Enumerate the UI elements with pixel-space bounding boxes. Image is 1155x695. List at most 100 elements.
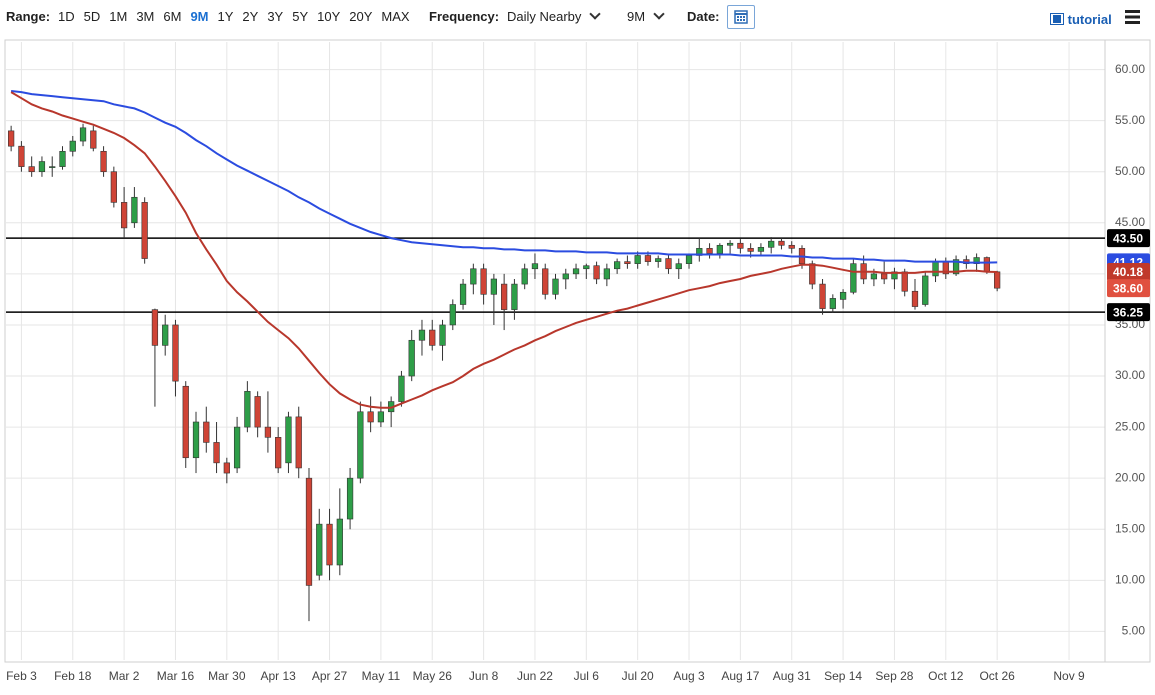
candle-body xyxy=(223,462,230,474)
range-button[interactable]: 3M xyxy=(136,9,155,24)
candle-body xyxy=(141,202,148,259)
x-tick-label: Aug 31 xyxy=(773,669,811,683)
candle-body xyxy=(131,196,138,224)
y-tick-label: 45.00 xyxy=(1115,215,1145,229)
y-tick-label: 30.00 xyxy=(1115,368,1145,382)
price-tag xyxy=(1107,229,1150,248)
candle-body xyxy=(983,257,991,273)
candle-body xyxy=(737,242,744,249)
candle-body xyxy=(994,271,1001,289)
x-tick-label: Aug 17 xyxy=(721,669,759,683)
candle-body xyxy=(449,304,456,326)
range-button[interactable]: 20Y xyxy=(349,9,373,24)
candle-body xyxy=(726,242,734,246)
candle-body xyxy=(398,375,405,402)
calendar-button[interactable] xyxy=(727,5,755,29)
candle-body xyxy=(100,150,107,173)
candle-body xyxy=(706,248,713,254)
x-tick-label: Sep 14 xyxy=(824,669,862,683)
candle-body xyxy=(305,477,313,586)
x-tick-label: Feb 18 xyxy=(54,669,92,683)
candle-body xyxy=(59,150,66,167)
y-tick-label: 20.00 xyxy=(1115,470,1145,484)
candle-body xyxy=(172,324,179,382)
menu-button[interactable] xyxy=(1125,10,1140,24)
candle-body xyxy=(49,166,56,168)
range-button[interactable]: 2Y xyxy=(242,9,259,24)
candle-body xyxy=(644,255,652,262)
candle-body xyxy=(614,261,621,270)
period-select[interactable]: 9M xyxy=(627,8,665,24)
candle-body xyxy=(192,421,200,459)
chart-frame xyxy=(4,39,1151,663)
price-tag-label: 40.18 xyxy=(1113,265,1143,279)
x-tick-label: Apr 13 xyxy=(261,669,297,683)
price-tag xyxy=(1107,303,1150,322)
candle-body xyxy=(233,426,241,469)
candle-body xyxy=(120,202,128,229)
range-button[interactable]: 5Y xyxy=(292,9,309,24)
candle-body xyxy=(655,258,662,262)
x-tick-label: Jul 20 xyxy=(622,669,654,683)
candle-body xyxy=(891,271,898,280)
x-tick-label: Mar 30 xyxy=(208,669,246,683)
candle-body xyxy=(624,261,631,264)
range-button[interactable]: 6M xyxy=(163,9,182,24)
candle-body xyxy=(511,283,518,310)
candle-body xyxy=(531,263,539,270)
price-tag-label: 36.25 xyxy=(1113,305,1143,319)
range-label: Range: xyxy=(6,9,51,24)
candle-body xyxy=(346,477,354,520)
candle-body xyxy=(28,166,35,173)
candle-body xyxy=(326,523,333,566)
range-button[interactable]: 10Y xyxy=(317,9,341,24)
frequency-select[interactable]: Daily Nearby xyxy=(507,8,602,24)
range-button[interactable]: 1D xyxy=(58,9,75,24)
candle-body xyxy=(572,268,580,275)
film-icon xyxy=(1050,13,1064,25)
candle-body xyxy=(809,263,816,285)
range-button[interactable]: 1Y xyxy=(217,9,234,24)
candle-body xyxy=(418,329,426,341)
y-tick-label: 10.00 xyxy=(1115,572,1145,586)
y-tick-label: 5.00 xyxy=(1122,624,1146,638)
x-tick-label: Nov 9 xyxy=(1053,669,1085,683)
x-tick-label: May 26 xyxy=(413,669,453,683)
candle-body xyxy=(8,130,15,147)
range-button[interactable]: MAX xyxy=(381,9,410,24)
candle-body xyxy=(408,339,415,377)
candle-body xyxy=(788,244,795,249)
calendar-icon xyxy=(734,10,748,24)
candle-body xyxy=(203,421,210,443)
candle-body xyxy=(901,271,908,292)
y-tick-label: 25.00 xyxy=(1115,419,1145,433)
candle-body xyxy=(480,268,487,295)
candle-body xyxy=(881,273,888,280)
candle-body xyxy=(501,283,508,310)
candle-body xyxy=(357,411,364,479)
candle-body xyxy=(470,268,477,285)
tutorial-link[interactable]: tutorial xyxy=(1050,12,1112,27)
candle-body xyxy=(768,240,775,248)
x-tick-label: Oct 26 xyxy=(979,669,1015,683)
range-button[interactable]: 3Y xyxy=(267,9,284,24)
candle-body xyxy=(757,247,765,252)
tutorial-text: tutorial xyxy=(1067,12,1112,27)
candle-body xyxy=(429,329,436,346)
candle-body xyxy=(870,273,878,280)
range-button[interactable]: 9M xyxy=(190,9,209,24)
candle-body xyxy=(244,391,251,428)
price-tag-label: 43.50 xyxy=(1113,231,1143,245)
candle-body xyxy=(151,309,159,346)
candle-body xyxy=(213,442,220,464)
moving-average-line xyxy=(10,90,998,264)
range-button[interactable]: 5D xyxy=(83,9,101,24)
y-tick-label: 50.00 xyxy=(1115,164,1145,178)
candle-body xyxy=(819,283,826,309)
candle-body xyxy=(911,290,919,307)
range-button[interactable]: 1M xyxy=(109,9,128,24)
candle-body xyxy=(973,257,980,264)
candle-body xyxy=(316,523,323,576)
candle-body xyxy=(377,411,385,423)
